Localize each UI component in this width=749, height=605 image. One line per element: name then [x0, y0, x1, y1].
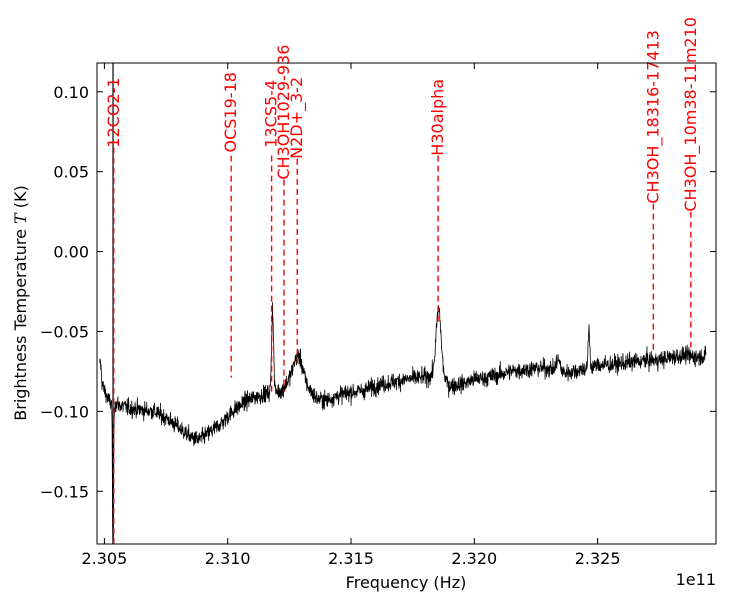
- y-axis-label: Brightness Temperature T (K): [11, 185, 30, 420]
- line-label-6: CH3OH_18316-17413: [643, 30, 663, 204]
- x-offset-label: 1e11: [676, 570, 716, 589]
- spectrum-line: [99, 302, 707, 545]
- plot-background: [97, 63, 716, 544]
- line-label-0: 12CO2-1: [104, 77, 123, 147]
- x-tick-label-0: 2.305: [81, 549, 127, 568]
- y-axis-label-symbol: T: [11, 212, 30, 224]
- x-tick-label-1: 2.310: [205, 549, 251, 568]
- y-tick-label-2: 0.00: [53, 243, 89, 262]
- annotation-layer: 12CO2-1 OCS19-18 13CS5-4CH3OH1029-936N2D+_…: [104, 17, 701, 544]
- line-label-3: CH3OH1029-936: [274, 45, 293, 180]
- x-axis-label: Frequency (Hz): [346, 573, 467, 592]
- line-label-5: H30alpha: [428, 79, 447, 156]
- tick-layer: 2.305 2.310 2.315 2.320 2.325 0.10 0.05 0.00 −0.…: [40, 63, 716, 568]
- x-tick-label-2: 2.315: [328, 549, 374, 568]
- line-label-2: 13CS5-4: [262, 80, 281, 148]
- y-axis-label-suffix: (K): [11, 185, 30, 213]
- y-tick-label-4: −0.10: [40, 402, 89, 421]
- y-tick-label-0: 0.10: [53, 83, 89, 102]
- x-tick-label-3: 2.320: [451, 549, 497, 568]
- y-axis-label-prefix: Brightness Temperature: [11, 224, 30, 421]
- line-label-1: OCS19-18: [221, 72, 240, 152]
- y-tick-label-3: −0.05: [40, 322, 89, 341]
- plot-frame: [96, 62, 717, 545]
- line-label-7: CH3OH_10m38-11m210: [681, 17, 701, 212]
- y-tick-label-5: −0.15: [40, 482, 89, 501]
- line-label-4: N2D+_3-2: [287, 77, 307, 159]
- y-tick-label-1: 0.05: [53, 163, 89, 182]
- series-layer: [99, 63, 707, 545]
- x-tick-label-4: 2.325: [575, 549, 621, 568]
